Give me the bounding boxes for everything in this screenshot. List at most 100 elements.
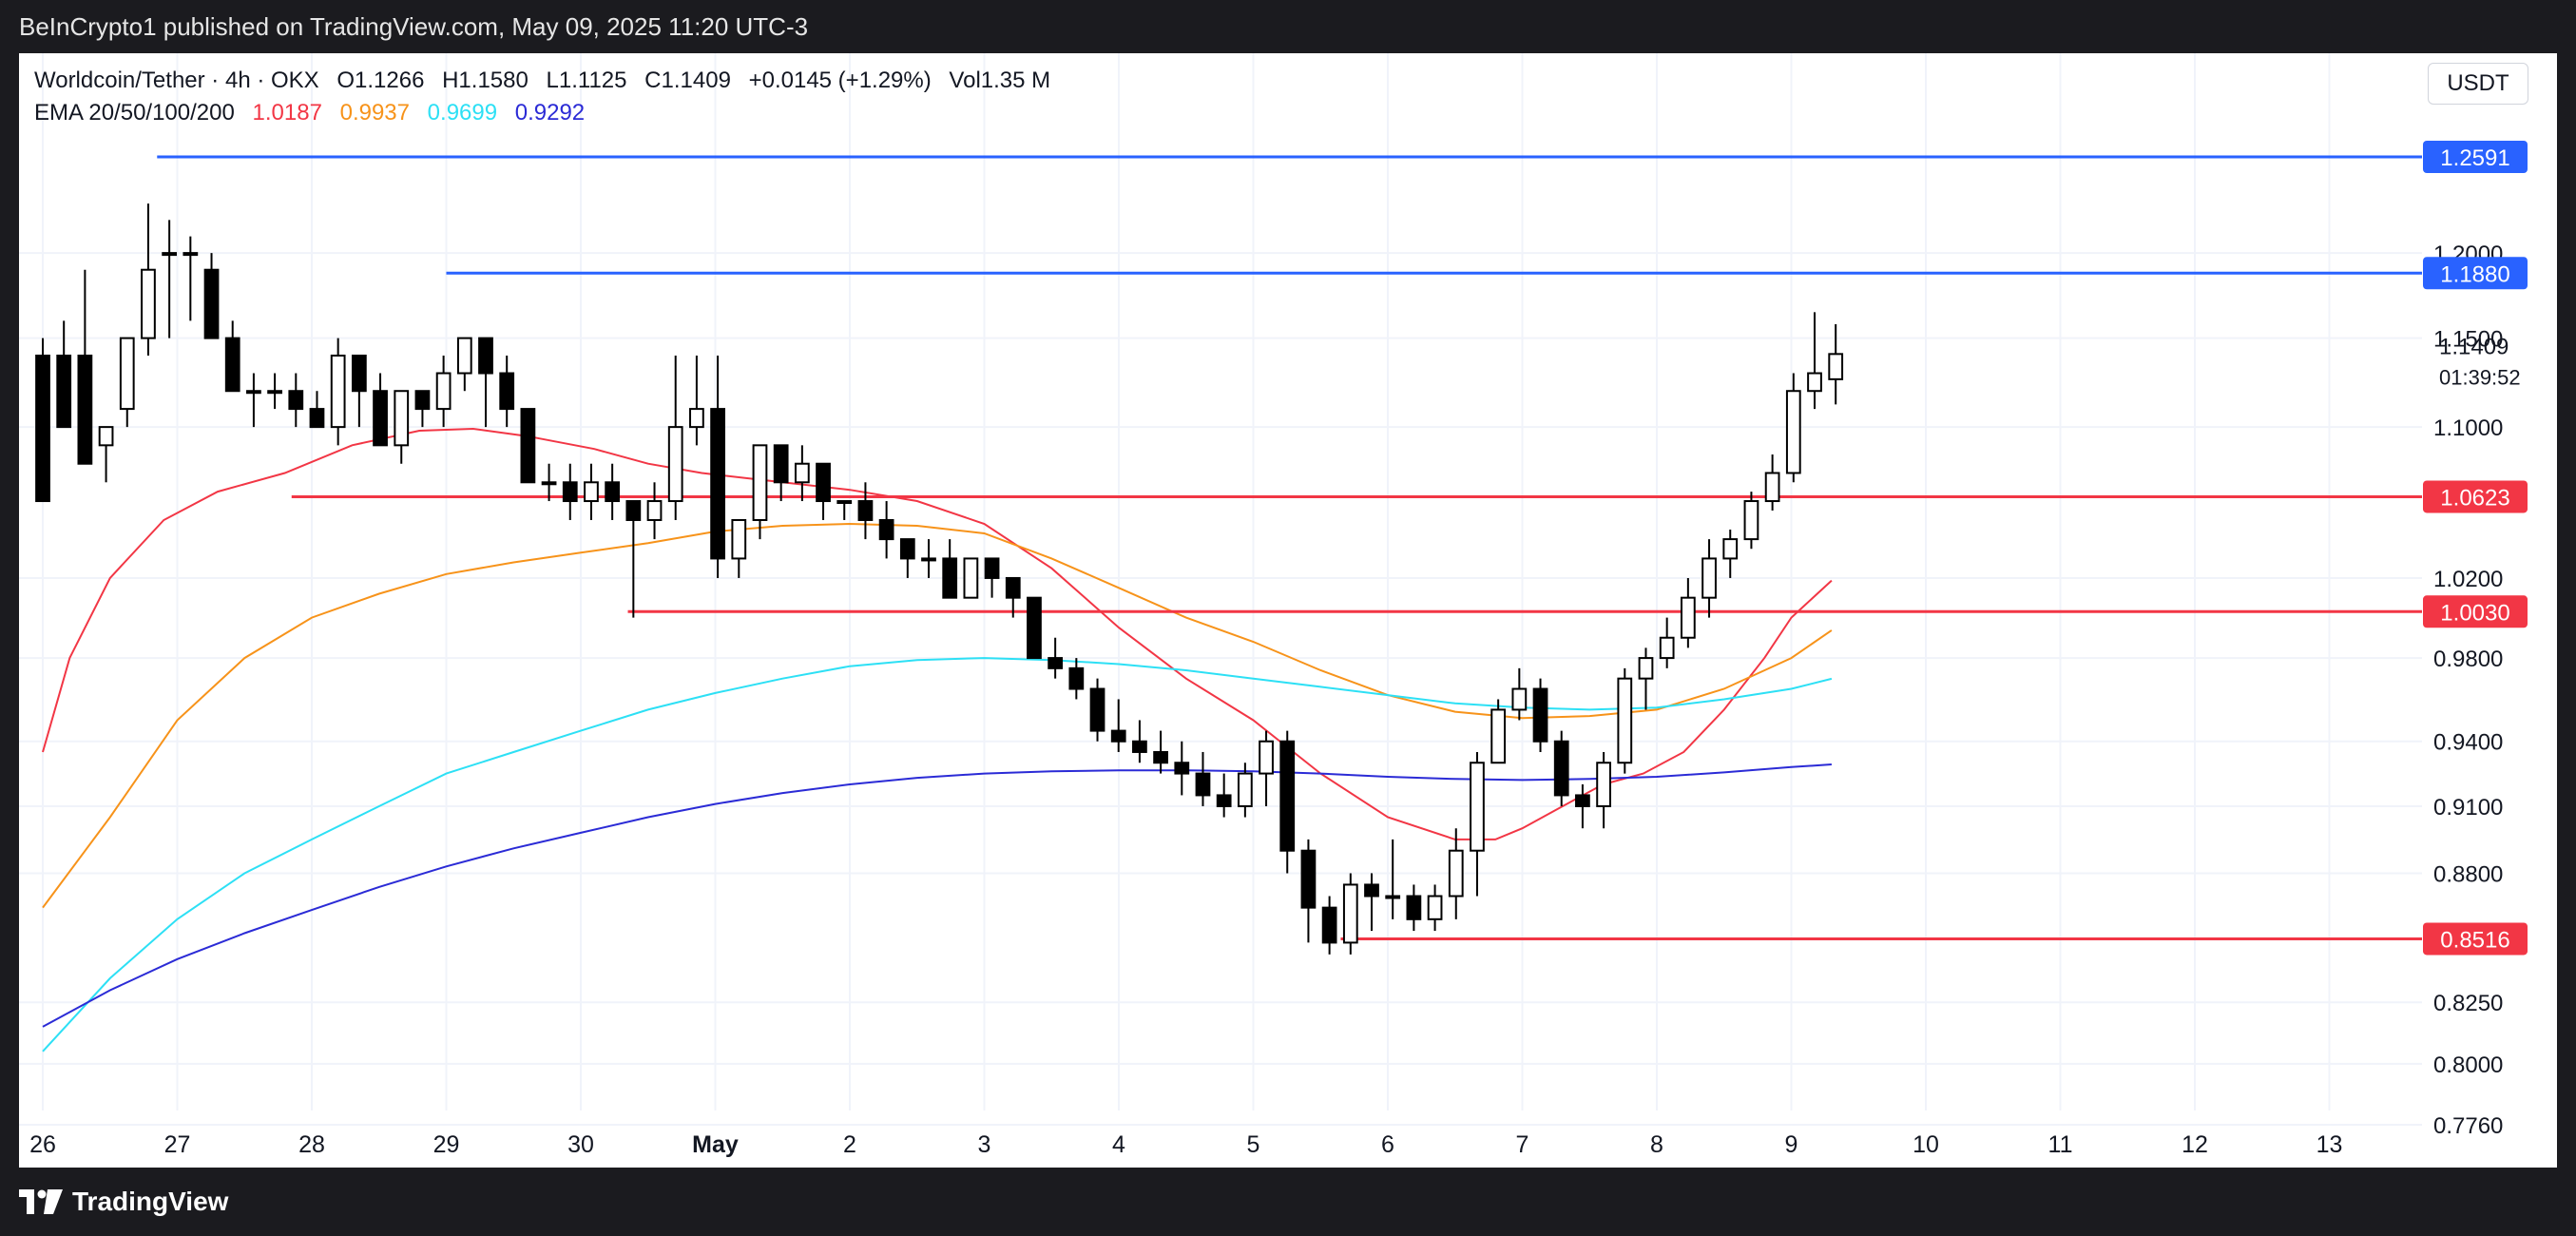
candle-body [309,408,325,429]
level-label-text: 1.0623 [2440,485,2509,511]
candle-body [773,444,789,484]
candle-body [1532,687,1548,743]
time-tick-label: 7 [1516,1131,1529,1158]
candle-body [183,252,199,257]
candle-body [1153,750,1168,764]
time-tick-label: 28 [298,1131,325,1158]
time-tick-label: 26 [29,1131,56,1158]
time-tick-label: 12 [2182,1131,2208,1158]
candle-body [267,390,282,395]
candle-body [456,337,472,375]
time-tick-label: May [692,1131,739,1158]
candle-body [878,518,894,541]
level-label-box [2423,922,2528,956]
legend-ema-row: EMA 20/50/100/200 1.0187 0.9937 0.9699 0… [34,97,1062,129]
price-tick-label: 1.1500 [2433,327,2503,353]
candle-body [330,355,346,429]
price-tick-label: 0.9400 [2433,730,2503,756]
candle-body [857,500,874,521]
legend-high: H1.1580 [442,68,529,93]
candle-body [1743,500,1759,541]
legend-ema-200: 0.9292 [514,100,586,126]
chart-grid [19,53,2422,1126]
candle-body [752,444,768,521]
candle-body [1195,772,1211,797]
level-label-box [2423,595,2528,628]
level-label-box [2423,257,2528,290]
candle-body [1216,794,1232,807]
candle-body [141,268,156,339]
price-tick-label: 1.1000 [2433,415,2503,441]
time-tick-label: 29 [433,1131,460,1158]
time-tick-label: 6 [1381,1131,1394,1158]
candle-body [1110,729,1126,743]
chart-legend: Worldcoin/Tether · 4h · OKX O1.1266 H1.1… [34,65,1062,129]
candle-body [1300,849,1317,909]
candle-body [1448,849,1464,898]
candle-body [1490,708,1507,764]
candle-body [162,252,178,257]
candle-body [1068,666,1085,690]
candle-body [1237,772,1253,807]
price-tick-label: 0.9100 [2433,795,2503,821]
time-tick-label: 11 [2048,1131,2073,1158]
candle-body [35,355,50,503]
candle-body [605,481,621,503]
level-label-text: 1.1880 [2440,261,2509,287]
candle-body [942,557,958,599]
candle-body [1553,740,1569,797]
candle-body [562,481,578,503]
candle-body [1174,762,1190,775]
candle-body [1027,596,1042,660]
time-tick-label: 8 [1650,1131,1663,1158]
candle-body [1385,895,1401,899]
candle-body [667,426,683,503]
candle-body [246,390,261,395]
legend-ema-20: 1.0187 [252,100,322,126]
price-tick-label: 0.9800 [2433,647,2503,672]
legend-symbol: Worldcoin/Tether · 4h · OKX [34,68,319,93]
time-tick-label: 3 [978,1131,991,1158]
horizontal-levels [157,155,2422,940]
candle-body [499,372,515,411]
time-tick-label: 13 [2316,1131,2343,1158]
price-tick-label: 0.8250 [2433,991,2503,1016]
candle-body [1342,883,1358,944]
level-label-box [2423,141,2528,173]
legend-volume: Vol1.35 M [949,68,1051,93]
tradingview-logo[interactable]: TradingView [19,1185,228,1219]
legend-ema-50: 0.9937 [339,100,410,126]
candle-body [1575,794,1590,807]
time-tick-label: 10 [1913,1131,1939,1158]
candle-body [1279,740,1296,852]
candle-body [478,337,493,375]
currency-selector[interactable]: USDT [2428,63,2528,105]
level-label-text: 1.2591 [2440,145,2509,171]
candle-body [1764,472,1780,503]
candle-body [98,426,114,447]
candle-body [899,538,915,560]
candle-body [1321,906,1337,944]
candle-body [56,355,72,429]
candle-body [1511,687,1528,711]
ema-line-ema-100 [42,657,1833,1053]
legend-open: O1.1266 [336,68,425,93]
candle-body [520,408,536,484]
legend-ema-label: EMA 20/50/100/200 [34,100,235,126]
price-chart[interactable]: 1.20001.15001.10001.02000.98000.94000.91… [0,0,2576,1168]
time-tick-label: 9 [1785,1131,1798,1158]
time-tick-label: 5 [1247,1131,1260,1158]
legend-ema-100: 0.9699 [427,100,498,126]
candle-body [288,390,304,411]
candle-body [1132,740,1147,753]
footer-bar [0,1168,2576,1236]
candle-body [921,557,936,562]
candle-body [224,337,240,393]
price-tick-label: 0.8000 [2433,1053,2503,1078]
price-tick-label: 1.0200 [2433,567,2503,592]
candle-body [731,518,747,560]
candle-body [646,500,663,521]
candle-body [984,557,1000,579]
candle-body [1807,372,1822,393]
ema-line-ema-50 [42,522,1833,909]
